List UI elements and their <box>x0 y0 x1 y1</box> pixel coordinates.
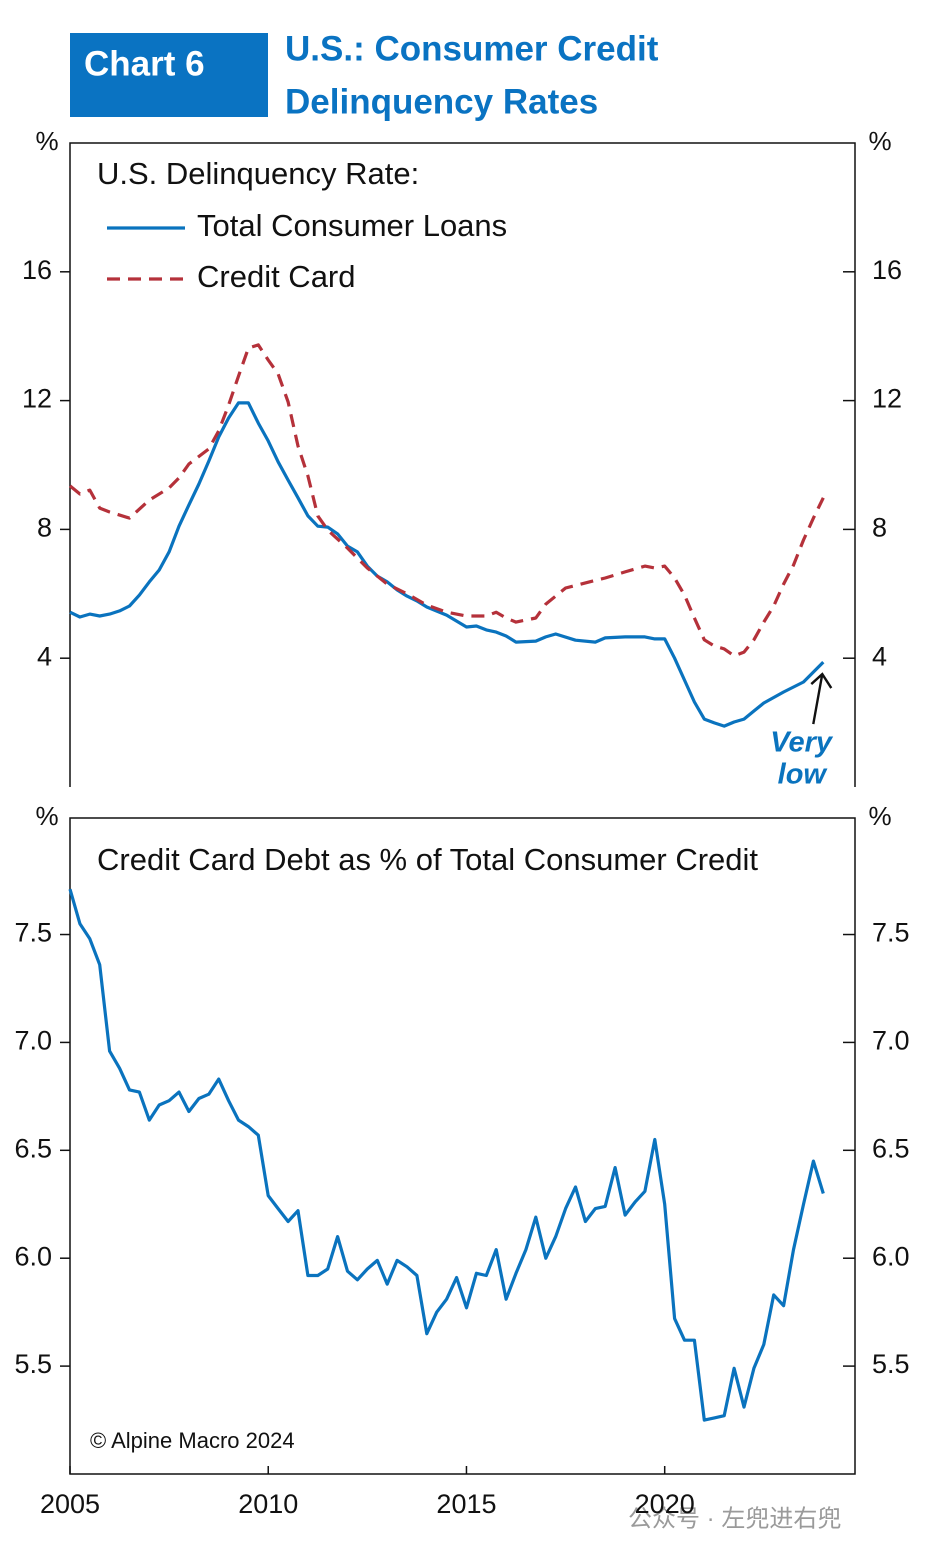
data-line <box>69 401 825 728</box>
y-tick-label: 4 <box>37 641 52 671</box>
y-axis-label: % <box>868 801 891 831</box>
legend-label: Credit Card <box>197 259 356 294</box>
y-tick-label: 6.0 <box>14 1241 52 1271</box>
y-tick-label: 5.5 <box>872 1349 910 1379</box>
x-tick-label: 2015 <box>436 1489 496 1519</box>
y-tick-label: 7.0 <box>14 1026 52 1056</box>
y-tick-label: 6.0 <box>872 1241 910 1271</box>
y-tick-label: 4 <box>872 641 887 671</box>
panel-title: Credit Card Debt as % of Total Consumer … <box>97 842 758 877</box>
chart-title: Delinquency Rates <box>285 82 598 121</box>
plot-frame <box>69 142 856 787</box>
y-tick-label: 16 <box>872 255 902 285</box>
chart-number-box <box>70 33 268 117</box>
y-tick-label: 16 <box>22 255 52 285</box>
data-line <box>68 888 825 1422</box>
y-tick-label: 5.5 <box>14 1349 52 1379</box>
y-axis-label: % <box>35 801 58 831</box>
y-tick-label: 8 <box>872 513 887 543</box>
y-tick-label: 7.5 <box>14 918 52 948</box>
watermark: 公众号 · 左兜进右兜 <box>628 1505 841 1532</box>
annotation: low <box>778 759 829 791</box>
y-tick-label: 8 <box>37 513 52 543</box>
annotation-arrow <box>810 672 833 725</box>
legend-title: U.S. Delinquency Rate: <box>97 156 419 191</box>
y-tick-label: 6.5 <box>872 1133 910 1163</box>
x-tick-label: 2020 <box>635 1489 695 1519</box>
legend-label: Total Consumer Loans <box>197 208 507 243</box>
y-tick-label: 12 <box>872 384 902 414</box>
plot-frame <box>69 817 856 1475</box>
source: © Alpine Macro 2024 <box>90 1428 295 1453</box>
data-line <box>68 343 825 658</box>
x-tick-label: 2010 <box>238 1489 298 1519</box>
annotation: Very <box>770 727 834 759</box>
y-tick-label: 7.5 <box>872 918 910 948</box>
y-tick-label: 6.5 <box>14 1133 52 1163</box>
y-axis-label: % <box>868 126 891 156</box>
y-axis-label: % <box>35 126 58 156</box>
chart-title: U.S.: Consumer Credit <box>285 29 659 68</box>
x-tick-label: 2005 <box>40 1489 100 1519</box>
chart-number: Chart 6 <box>84 44 205 83</box>
y-tick-label: 12 <box>22 384 52 414</box>
y-tick-label: 7.0 <box>872 1026 910 1056</box>
